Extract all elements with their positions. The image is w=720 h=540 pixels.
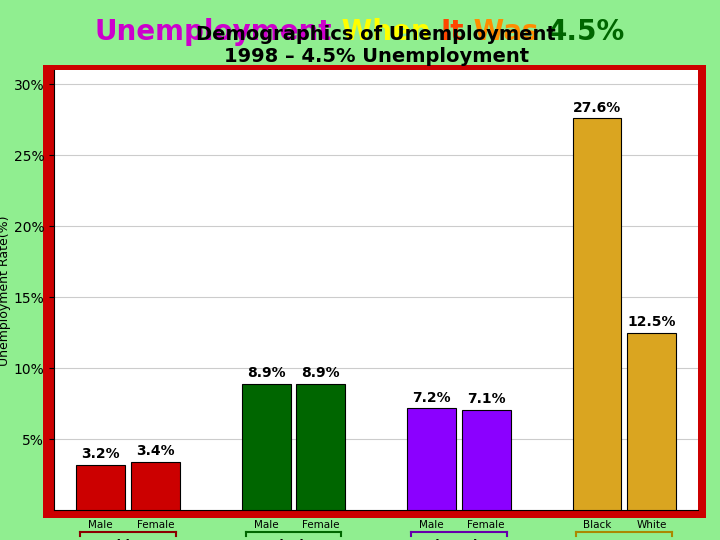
Text: Whites: Whites bbox=[104, 539, 153, 540]
Bar bbox=[131, 462, 180, 510]
Text: 8.9%: 8.9% bbox=[247, 367, 286, 380]
Text: 8.9%: 8.9% bbox=[302, 367, 340, 380]
Y-axis label: Unemployment Rate(%): Unemployment Rate(%) bbox=[0, 215, 11, 366]
Bar bbox=[297, 384, 345, 510]
Text: White: White bbox=[636, 520, 667, 530]
Text: Blacks: Blacks bbox=[271, 539, 316, 540]
Text: Female: Female bbox=[467, 520, 505, 530]
Bar bbox=[408, 408, 456, 510]
Text: 4.5%: 4.5% bbox=[548, 18, 625, 46]
Text: Black: Black bbox=[582, 520, 611, 530]
Bar bbox=[242, 384, 290, 510]
Text: Male: Male bbox=[254, 520, 279, 530]
Bar bbox=[627, 333, 676, 510]
Text: Teenagers
16-19: Teenagers 16-19 bbox=[588, 539, 660, 540]
Title: Demographics of Unemployment
1998 – 4.5% Unemployment: Demographics of Unemployment 1998 – 4.5%… bbox=[197, 25, 556, 66]
Text: Male: Male bbox=[419, 520, 444, 530]
Text: 3.4%: 3.4% bbox=[136, 444, 175, 458]
Text: Unemployment: Unemployment bbox=[95, 18, 332, 46]
Text: 12.5%: 12.5% bbox=[627, 315, 676, 329]
Text: It: It bbox=[441, 18, 464, 46]
Text: 3.2%: 3.2% bbox=[81, 447, 120, 461]
Text: Female: Female bbox=[302, 520, 340, 530]
Bar bbox=[76, 465, 125, 510]
Bar bbox=[572, 118, 621, 510]
Text: 7.1%: 7.1% bbox=[467, 392, 505, 406]
Text: Male: Male bbox=[89, 520, 113, 530]
Text: Was: Was bbox=[464, 18, 548, 46]
Bar bbox=[462, 409, 510, 510]
Text: 7.2%: 7.2% bbox=[413, 390, 451, 404]
Text: Female: Female bbox=[137, 520, 174, 530]
Text: When: When bbox=[332, 18, 441, 46]
Text: 27.6%: 27.6% bbox=[573, 101, 621, 115]
Text: Hispanics: Hispanics bbox=[426, 539, 492, 540]
